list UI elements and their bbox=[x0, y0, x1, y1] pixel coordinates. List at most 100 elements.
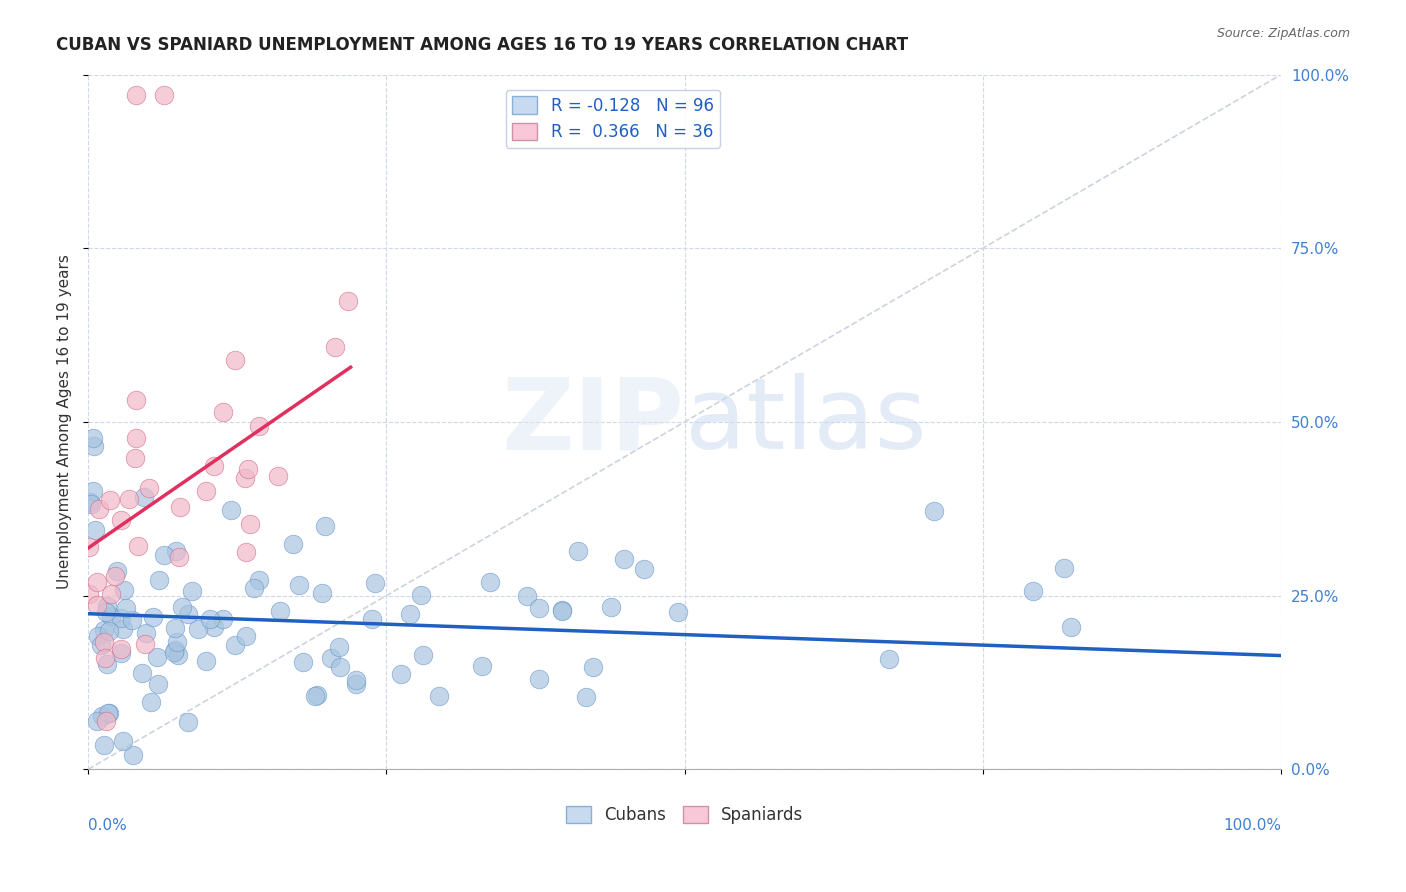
Point bbox=[328, 640, 350, 655]
Point bbox=[112, 583, 135, 598]
Point bbox=[93, 634, 115, 648]
Y-axis label: Unemployment Among Ages 16 to 19 years: Unemployment Among Ages 16 to 19 years bbox=[58, 254, 72, 590]
Point bbox=[176, 607, 198, 621]
Point bbox=[104, 569, 127, 583]
Point bbox=[574, 690, 596, 705]
Point bbox=[247, 574, 270, 588]
Point bbox=[110, 611, 132, 625]
Point bbox=[269, 604, 291, 618]
Point bbox=[97, 706, 120, 720]
Point bbox=[211, 405, 233, 419]
Point bbox=[96, 714, 118, 729]
Point bbox=[105, 564, 128, 578]
Point bbox=[86, 575, 108, 590]
Point bbox=[198, 612, 221, 626]
Point bbox=[167, 549, 190, 564]
Point bbox=[177, 715, 200, 730]
Point bbox=[479, 575, 502, 590]
Point bbox=[411, 588, 433, 602]
Point bbox=[86, 714, 108, 728]
Point bbox=[80, 497, 103, 511]
Point bbox=[311, 586, 333, 600]
Point bbox=[87, 502, 110, 516]
Point bbox=[551, 603, 574, 617]
Point bbox=[582, 660, 605, 674]
Point bbox=[233, 471, 256, 485]
Text: 100.0%: 100.0% bbox=[1223, 818, 1281, 833]
Point bbox=[111, 622, 134, 636]
Point bbox=[100, 587, 122, 601]
Point bbox=[187, 622, 209, 636]
Point bbox=[321, 650, 343, 665]
Point bbox=[83, 523, 105, 537]
Point bbox=[135, 626, 157, 640]
Point bbox=[90, 639, 112, 653]
Point bbox=[194, 654, 217, 668]
Point bbox=[529, 672, 551, 686]
Point bbox=[166, 635, 188, 649]
Point bbox=[152, 88, 174, 103]
Point bbox=[152, 549, 174, 563]
Point bbox=[131, 665, 153, 680]
Point bbox=[124, 450, 146, 465]
Point bbox=[212, 612, 235, 626]
Point bbox=[139, 695, 162, 709]
Point bbox=[527, 601, 550, 615]
Point bbox=[922, 504, 945, 518]
Point bbox=[236, 462, 259, 476]
Point bbox=[169, 500, 191, 515]
Point bbox=[194, 483, 217, 498]
Point bbox=[235, 629, 257, 643]
Point bbox=[247, 418, 270, 433]
Point bbox=[613, 551, 636, 566]
Point bbox=[412, 648, 434, 663]
Point bbox=[389, 666, 412, 681]
Point bbox=[98, 493, 121, 508]
Point bbox=[427, 689, 450, 703]
Point bbox=[346, 673, 368, 687]
Point bbox=[1022, 584, 1045, 599]
Text: 0.0%: 0.0% bbox=[89, 818, 127, 833]
Point bbox=[114, 600, 136, 615]
Point bbox=[148, 573, 170, 587]
Point bbox=[83, 439, 105, 453]
Text: atlas: atlas bbox=[685, 374, 927, 470]
Point bbox=[146, 649, 169, 664]
Point bbox=[91, 709, 114, 723]
Point bbox=[666, 605, 689, 619]
Point bbox=[125, 430, 148, 444]
Legend: Cubans, Spaniards: Cubans, Spaniards bbox=[560, 799, 810, 830]
Text: ZIP: ZIP bbox=[502, 374, 685, 470]
Point bbox=[287, 578, 309, 592]
Point bbox=[163, 645, 186, 659]
Point bbox=[361, 612, 384, 626]
Point bbox=[600, 600, 623, 615]
Text: Source: ZipAtlas.com: Source: ZipAtlas.com bbox=[1216, 27, 1350, 40]
Point bbox=[202, 459, 225, 474]
Point bbox=[1060, 620, 1083, 634]
Point bbox=[79, 540, 101, 554]
Point bbox=[202, 620, 225, 634]
Point bbox=[292, 655, 315, 669]
Point bbox=[122, 748, 145, 763]
Point bbox=[132, 490, 155, 504]
Point bbox=[82, 431, 104, 445]
Point bbox=[337, 294, 360, 309]
Point bbox=[219, 503, 242, 517]
Point bbox=[110, 641, 132, 656]
Point bbox=[134, 637, 156, 651]
Point bbox=[125, 392, 148, 407]
Point bbox=[325, 340, 347, 354]
Point bbox=[94, 651, 117, 665]
Point bbox=[98, 706, 121, 721]
Point bbox=[86, 598, 108, 612]
Point bbox=[239, 516, 262, 531]
Point bbox=[398, 607, 420, 621]
Point bbox=[267, 469, 290, 483]
Point bbox=[551, 603, 574, 617]
Point bbox=[567, 544, 589, 558]
Point bbox=[879, 652, 901, 666]
Point bbox=[516, 589, 538, 603]
Point bbox=[283, 537, 305, 551]
Point bbox=[633, 562, 655, 576]
